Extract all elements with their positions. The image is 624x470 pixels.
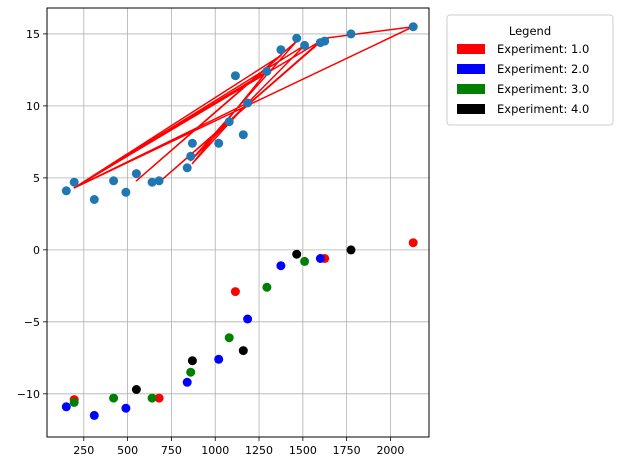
series-0-point	[408, 22, 418, 32]
legend-label: Experiment: 2.0	[497, 62, 589, 76]
series-0-point	[230, 71, 240, 81]
x-tick-label: 250	[73, 444, 94, 457]
series-4-point	[186, 367, 196, 377]
series-0-point	[187, 138, 197, 148]
y-tick-label: 5	[33, 172, 40, 185]
series-4-point	[262, 282, 272, 292]
series-0-point	[292, 33, 302, 43]
series-0-point	[109, 176, 119, 186]
x-tick-label: 1250	[245, 444, 273, 457]
series-3-point	[315, 254, 325, 263]
series-0-point	[238, 130, 248, 140]
series-0-point	[182, 163, 192, 173]
series-0-point	[186, 151, 196, 161]
x-tick-label: 500	[117, 444, 138, 457]
y-tick-label: 10	[26, 100, 40, 113]
legend-title: Legend	[509, 24, 551, 38]
series-0-point	[224, 117, 234, 127]
legend-swatch	[457, 104, 485, 114]
series-0-point	[346, 29, 356, 39]
data-points	[61, 22, 418, 420]
series-4-point	[147, 393, 157, 403]
y-tick-label: 15	[26, 28, 40, 41]
series-0-point	[61, 186, 71, 196]
legend-swatch	[457, 84, 485, 94]
legend-label: Experiment: 3.0	[497, 82, 589, 96]
series-0-point	[300, 40, 310, 50]
series-5-point	[187, 356, 197, 366]
legend-entries: Experiment: 1.0 Experiment: 2.0 Experiment…	[457, 42, 589, 116]
y-tick-label: −10	[17, 388, 40, 401]
axis-ticks: 250 500 750 1000 1250 1500 1750 2000 −10 −5 0 5 10 15	[17, 28, 405, 457]
x-tick-label: 750	[161, 444, 182, 457]
series-3-point	[276, 261, 286, 271]
series-4-point	[300, 256, 310, 266]
series-0-point	[121, 187, 131, 197]
series-3-point	[214, 354, 224, 364]
series-0-point	[154, 176, 164, 186]
series-5-point	[346, 245, 356, 255]
series-5-point	[238, 346, 248, 356]
series-3-point	[61, 402, 71, 412]
series-4-point	[109, 393, 119, 403]
series-3-point	[89, 410, 99, 420]
series-0-point	[131, 169, 141, 179]
series-3-point	[121, 403, 131, 413]
plot-frame	[46, 7, 430, 438]
series-4-point	[224, 333, 234, 343]
series-3-point	[243, 314, 253, 324]
series-2-point	[230, 287, 240, 297]
legend-label: Experiment: 4.0	[497, 102, 589, 116]
series-0-point	[243, 98, 253, 108]
series-5-point	[131, 385, 141, 394]
series-1-line	[73, 25, 414, 189]
legend-label: Experiment: 1.0	[497, 42, 589, 56]
series-2-point	[154, 393, 164, 403]
x-tick-label: 2000	[376, 444, 404, 457]
series-0-point	[276, 45, 286, 55]
y-tick-label: −5	[24, 316, 40, 329]
x-tick-label: 1750	[333, 444, 361, 457]
series-4-point	[69, 397, 79, 407]
legend-box	[446, 14, 614, 126]
series-0-point	[262, 66, 272, 76]
series-2-point	[408, 238, 418, 248]
series-0-point	[320, 36, 330, 46]
series-0-point	[214, 138, 224, 148]
series-5-point	[292, 249, 302, 259]
series-0-point	[147, 177, 157, 187]
y-tick-label: 0	[33, 244, 40, 257]
series-3-point	[182, 377, 192, 387]
x-tick-label: 1000	[201, 444, 229, 457]
legend-swatch	[457, 44, 485, 54]
series-0-point	[89, 195, 99, 204]
legend-swatch	[457, 64, 485, 74]
series-0-point	[69, 177, 79, 187]
x-tick-label: 1500	[289, 444, 317, 457]
connecting-lines	[73, 25, 414, 189]
